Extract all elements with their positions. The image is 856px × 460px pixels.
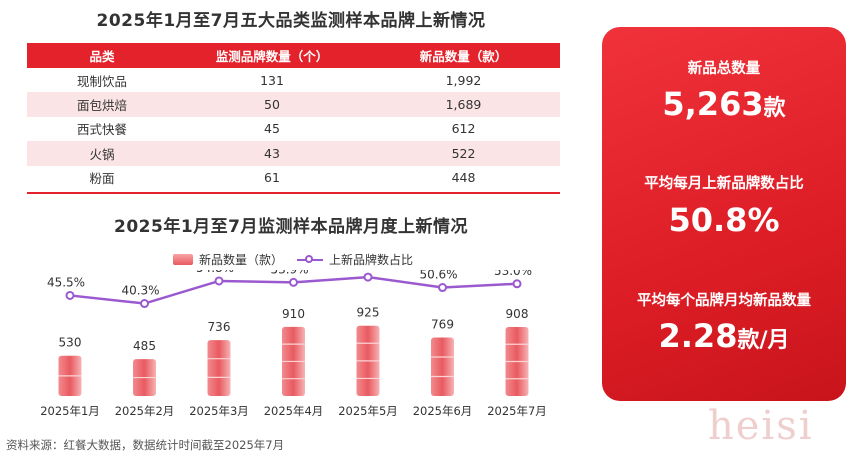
header-brand-count: 监测品牌数量（个） — [177, 43, 367, 68]
x-tick-label: 2025年2月 — [115, 404, 175, 418]
x-tick-label: 2025年4月 — [264, 404, 324, 418]
ratio-value-label: 57.3% — [345, 270, 383, 271]
header-category: 品类 — [27, 43, 177, 68]
avg-value: 2.28款/月 — [602, 317, 846, 355]
avg-label: 平均每个品牌月均新品数量 — [637, 293, 811, 309]
data-source: 资料来源：红餐大数据，数据统计时间截至2025年7月 — [6, 438, 285, 452]
table-header-row: 品类 监测品牌数量（个） 新品数量（款） — [27, 43, 560, 68]
watermark-text: heisi — [708, 403, 814, 449]
cell-new-count: 448 — [451, 170, 476, 186]
x-tick-label: 2025年5月 — [338, 404, 398, 418]
bar — [282, 326, 305, 396]
line-layer — [65, 272, 522, 309]
bar-value-label: 736 — [208, 320, 231, 334]
table-row: 面包烘焙 50 1,689 — [27, 92, 560, 117]
total-value: 5,263款 — [602, 85, 846, 123]
cell-category: 火锅 — [27, 141, 177, 166]
ratio-point — [214, 276, 224, 286]
table-row: 现制饮品 131 1,992 — [27, 68, 560, 92]
ratio-point — [438, 283, 447, 293]
bar — [431, 337, 454, 396]
chart-legend: 新品数量（款） 上新品牌数占比 — [173, 251, 413, 268]
ratio-point — [65, 290, 75, 300]
table-title: 2025年1月至7月五大品类监测样本品牌上新情况 — [96, 11, 486, 31]
bar — [207, 340, 231, 396]
x-tick-label: 2025年6月 — [413, 404, 473, 418]
cell-brand-count: 45 — [264, 121, 280, 137]
cell-brand-count: 131 — [260, 72, 284, 88]
ratio-value: 50.8% — [668, 201, 780, 239]
ratio-value-label: 45.5% — [47, 275, 85, 289]
ratio-value-label: 54.8% — [196, 270, 234, 275]
ratio-label: 平均每月上新品牌数占比 — [644, 176, 804, 192]
ratio-value-label: 53.9% — [270, 270, 308, 276]
total-label: 新品总数量 — [687, 61, 761, 77]
x-tick-label: 2025年3月 — [189, 404, 249, 418]
ratio-point — [140, 299, 149, 309]
total-unit: 款 — [763, 96, 786, 121]
ratio-value-label: 50.6% — [419, 270, 457, 282]
chart-title: 2025年1月至7月监测样本品牌月度上新情况 — [114, 217, 468, 237]
x-tick-label: 2025年1月 — [40, 404, 100, 418]
bar — [356, 325, 380, 396]
summary-panel: 新品总数量 5,263款 平均每月上新品牌数占比 50.8% 平均每个品牌月均新… — [602, 27, 846, 401]
cell-category: 西式快餐 — [76, 122, 127, 138]
bar-value-label: 530 — [59, 336, 82, 350]
cell-brand-count: 50 — [177, 92, 367, 117]
bar-value-label: 485 — [133, 339, 156, 353]
ratio-value-label: 53.0% — [494, 270, 532, 278]
bar — [58, 355, 82, 396]
ratio-point — [289, 277, 298, 287]
bar-value-label: 769 — [431, 318, 454, 332]
table-row: 西式快餐 45 612 — [27, 117, 560, 141]
cell-category: 面包烘焙 — [27, 92, 177, 117]
table-bottom-rule — [27, 192, 560, 194]
cell-new-count: 1,689 — [367, 92, 560, 117]
category-table: 品类 监测品牌数量（个） 新品数量（款） 现制饮品 131 1,992 面包烘焙… — [27, 43, 560, 190]
cell-brand-count: 43 — [177, 141, 367, 166]
labels-layer: 530 2025年1月 485 2025年2月 736 2025年3月 910 2025年4月… — [40, 270, 547, 418]
x-tick-label: 2025年7月 — [487, 404, 547, 418]
cell-new-count: 522 — [367, 141, 560, 166]
bar-value-label: 910 — [282, 307, 305, 321]
bar-value-label: 925 — [357, 306, 380, 320]
avg-number: 2.28 — [658, 317, 738, 355]
ratio-point — [512, 279, 522, 289]
ratio-value-label: 40.3% — [121, 284, 159, 298]
cell-category: 粉面 — [89, 171, 115, 187]
bar-value-label: 908 — [506, 307, 529, 321]
monthly-chart: 530 2025年1月 485 2025年2月 736 2025年3月 910 2025年4月… — [40, 270, 547, 418]
legend-bar-swatch — [173, 254, 193, 265]
bar — [133, 359, 156, 396]
table-row: 火锅 43 522 — [27, 141, 560, 166]
legend-bar-label: 新品数量（款） — [199, 253, 284, 267]
bar — [505, 326, 529, 396]
avg-unit: 款/月 — [737, 328, 790, 353]
legend-line-label: 上新品牌数占比 — [329, 253, 414, 267]
cell-new-count: 612 — [451, 121, 476, 137]
cell-brand-count: 61 — [264, 170, 280, 186]
cell-new-count: 1,992 — [445, 72, 482, 88]
cell-category: 现制饮品 — [76, 73, 127, 89]
legend-line-swatch — [297, 254, 324, 265]
bars-layer — [58, 325, 529, 396]
header-new-product-count: 新品数量（款） — [367, 43, 560, 68]
total-number: 5,263 — [662, 85, 764, 123]
ratio-point — [363, 272, 373, 282]
table-row: 粉面 61 448 — [27, 166, 560, 190]
